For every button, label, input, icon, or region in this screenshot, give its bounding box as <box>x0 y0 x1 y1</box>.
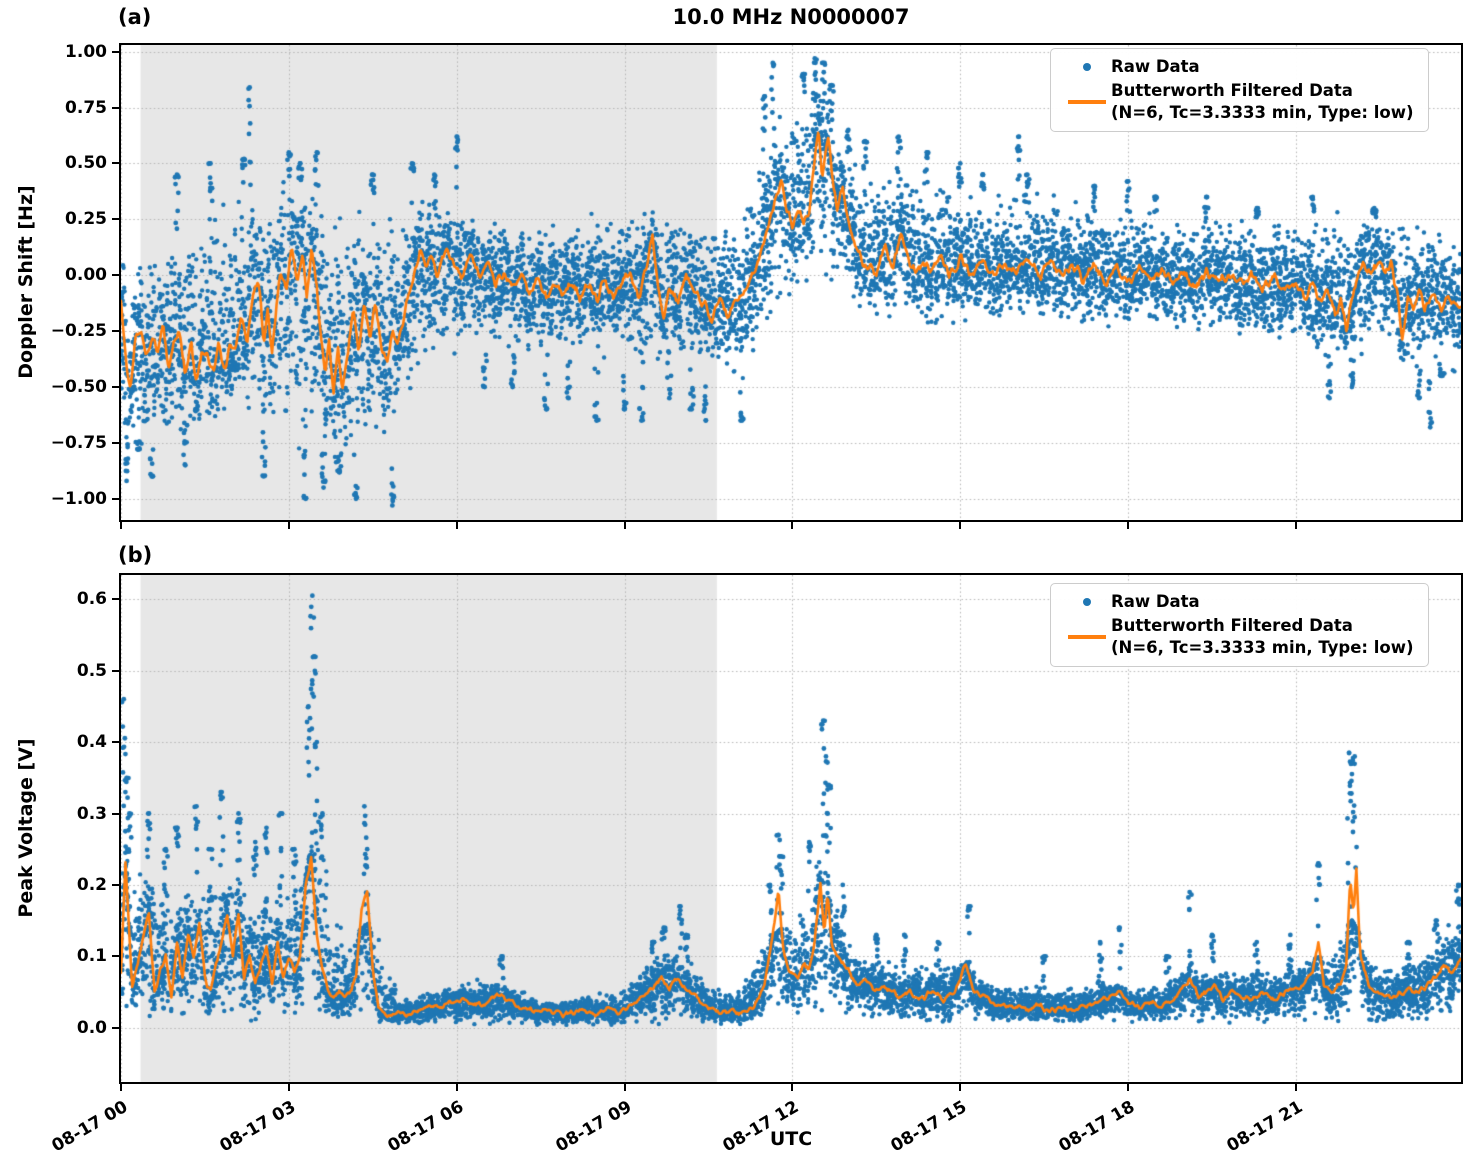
x-tickmark <box>287 1084 290 1091</box>
filtered-line-marker-icon <box>1063 99 1111 104</box>
legend-filtered-label: Butterworth Filtered Data (N=6, Tc=3.3333… <box>1111 616 1414 657</box>
y-tickmark <box>112 441 119 444</box>
x-axis-label: UTC <box>769 1128 813 1150</box>
panel-b-label: (b) <box>118 543 153 567</box>
x-tickmark <box>287 522 290 529</box>
y-tickmark <box>112 218 119 221</box>
y-tick-label: 0.75 <box>65 97 107 118</box>
y-tick-label: 0.3 <box>76 803 107 824</box>
y-tick-label: 0.0 <box>76 1017 107 1038</box>
x-tickmark <box>120 1084 122 1091</box>
y-tickmark <box>112 50 119 53</box>
y-tickmark <box>112 330 119 333</box>
y-tick-label: 1.00 <box>65 41 107 62</box>
x-tickmark <box>1127 1084 1130 1091</box>
x-tickmark <box>1294 522 1297 529</box>
y-tick-label: 0.6 <box>76 589 107 610</box>
x-tickmark <box>623 522 626 529</box>
y-tickmark <box>112 162 119 165</box>
legend-raw-label: Raw Data <box>1111 57 1200 76</box>
y-tick-label: 0.25 <box>65 209 107 230</box>
panel-b-y-axis-label: Peak Voltage [V] <box>15 738 37 918</box>
y-tick-label: 0.2 <box>76 874 107 895</box>
x-tickmark <box>1127 522 1130 529</box>
x-tickmark <box>791 522 794 529</box>
y-tick-label: 0.4 <box>76 732 107 753</box>
y-tick-label: 0.00 <box>65 265 107 286</box>
y-tickmark <box>112 598 119 601</box>
y-tickmark <box>112 274 119 277</box>
x-tickmark <box>455 1084 458 1091</box>
y-tickmark <box>112 669 119 672</box>
x-tickmark <box>791 1084 794 1091</box>
x-tickmark <box>623 1084 626 1091</box>
y-tickmark <box>112 497 119 500</box>
y-tickmark <box>112 883 119 886</box>
figure-title: 10.0 MHz N0000007 <box>672 5 910 29</box>
y-tick-label: −0.75 <box>50 432 107 453</box>
panel-b-legend: Raw Data Butterworth Filtered Data (N=6, … <box>1050 583 1429 668</box>
y-tick-label: −0.50 <box>50 377 107 397</box>
y-tick-label: −1.00 <box>50 488 107 509</box>
x-tickmark <box>959 1084 962 1091</box>
y-tick-label: 0.1 <box>76 946 107 967</box>
x-tickmark <box>120 522 122 529</box>
y-tickmark <box>112 106 119 109</box>
raw-data-marker-icon <box>1063 597 1111 606</box>
y-tickmark <box>112 955 119 958</box>
panel-a-label: (a) <box>118 5 152 29</box>
y-tickmark <box>112 812 119 815</box>
x-tickmark <box>959 522 962 529</box>
raw-data-marker-icon <box>1063 62 1111 71</box>
x-tickmark <box>1294 1084 1297 1091</box>
x-tickmark <box>455 522 458 529</box>
legend-filtered-label: Butterworth Filtered Data (N=6, Tc=3.3333… <box>1111 81 1414 122</box>
panel-a-y-axis-label: Doppler Shift [Hz] <box>15 185 37 379</box>
y-tickmark <box>112 741 119 744</box>
y-tickmark <box>112 386 119 388</box>
filtered-line-marker-icon <box>1063 634 1111 639</box>
y-tickmark <box>112 1026 119 1029</box>
y-tick-label: 0.5 <box>76 660 107 681</box>
legend-raw-label: Raw Data <box>1111 592 1200 611</box>
y-tick-label: 0.50 <box>65 153 107 174</box>
y-tick-label: −0.25 <box>50 321 107 342</box>
panel-a-legend: Raw Data Butterworth Filtered Data (N=6, … <box>1050 48 1429 133</box>
